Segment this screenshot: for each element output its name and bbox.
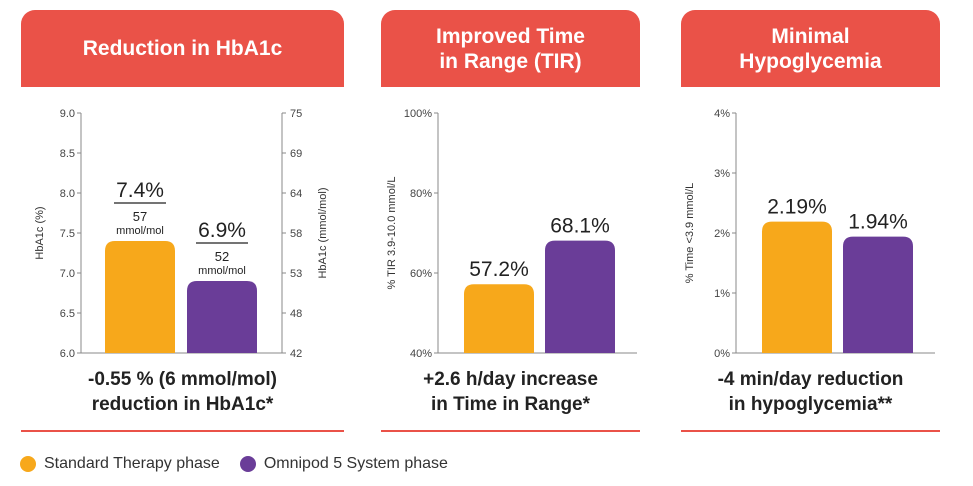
panel-tir-divider [381,430,640,432]
y2-tick-label: 53 [290,268,302,280]
bar-standard [105,241,175,353]
panel-hypo-caption: -4 min/day reduction in hypoglycemia** [717,369,904,415]
legend: Standard Therapy phase Omnipod 5 System … [20,455,468,473]
y-axis-label: % TIR 3.9-10.0 mmol/L [386,177,398,290]
bar-mmol-value: 57 [133,209,147,224]
bar-mmol-unit: mmol/mol [116,225,164,237]
y2-tick-label: 58 [290,228,302,240]
panel-hba1c-divider [21,430,344,432]
panel-hba1c: Reduction in HbA1c 9.0 8.5 8.0 7.5 7.0 6.5 6.0… [21,10,344,434]
y-tick-label: 40% [410,348,432,360]
y-axis-label: % Time <3.9 mmol/L [684,183,696,284]
y2-tick-label: 48 [290,308,302,320]
bar-value-label: 68.1% [550,215,610,238]
y-tick-label: 6.0 [60,348,75,360]
y-tick-label: 80% [410,188,432,200]
y2-tick-label: 64 [290,188,302,200]
y-tick-label: 1% [714,288,730,300]
legend-label-omnipod: Omnipod 5 System phase [263,455,448,472]
panel-hypo: Minimal Hypoglycemia 4% 3% 2% 1% 0% % Time <3… [681,10,940,434]
bar-omnipod [187,281,257,353]
y-tick-label: 3% [714,168,730,180]
y2-tick-label: 42 [290,348,302,360]
panel-tir-title: Improved Time in Range (TIR) [381,10,640,87]
y2-tick-label: 75 [290,108,302,120]
bar-value-label: 7.4% [116,179,164,202]
bar-standard [464,284,534,353]
bar-value-label: 57.2% [469,258,529,281]
y-tick-label: 4% [714,108,730,120]
bar-value-label: 1.94% [848,211,908,234]
y-tick-label: 2% [714,228,730,240]
hypo-chart: 4% 3% 2% 1% 0% % Time <3.9 mmol/L 2.19% 1.94% [684,108,935,360]
y-axis-label: HbA1c (%) [34,206,46,259]
y-tick-label: 60% [410,268,432,280]
bar-omnipod [545,240,615,353]
panel-hba1c-title: Reduction in HbA1c [21,10,344,87]
bar-value-label: 6.9% [198,219,246,242]
legend-item-standard: Standard Therapy phase [20,455,220,473]
y-tick-label: 6.5 [60,308,75,320]
y-tick-label: 8.5 [60,148,75,160]
y-tick-label: 7.0 [60,268,75,280]
legend-item-omnipod: Omnipod 5 System phase [239,455,448,473]
bar-omnipod [843,236,913,353]
y-tick-label: 9.0 [60,108,75,120]
legend-dot-omnipod [239,456,256,472]
bar-standard [762,221,832,353]
tir-chart: 100% 80% 60% 40% % TIR 3.9-10.0 mmol/L 57.2% 6… [386,108,637,360]
panel-tir: Improved Time in Range (TIR) 100% 80% 60% 4… [381,10,640,434]
panel-hba1c-caption: -0.55 % (6 mmol/mol) reduction in HbA1c* [88,369,277,415]
y-tick-label: 100% [404,108,432,120]
y2-axis-label: HbA1c (mmol/mol) [317,187,329,278]
y-tick-label: 7.5 [60,228,75,240]
panel-hypo-title: Minimal Hypoglycemia [681,10,940,87]
bar-value-label: 2.19% [767,196,827,219]
y2-tick-label: 69 [290,148,302,160]
y-tick-label: 0% [714,348,730,360]
panel-tir-caption: +2.6 h/day increase in Time in Range* [423,369,598,415]
bar-mmol-unit: mmol/mol [198,265,246,277]
y-tick-label: 8.0 [60,188,75,200]
hba1c-chart: 9.0 8.5 8.0 7.5 7.0 6.5 6.0 HbA1c (%) 75 69 64 58 53… [34,108,329,360]
legend-dot-standard [20,456,36,472]
legend-label-standard: Standard Therapy phase [44,455,220,472]
panel-hypo-divider [681,430,940,432]
bar-mmol-value: 52 [215,249,229,264]
